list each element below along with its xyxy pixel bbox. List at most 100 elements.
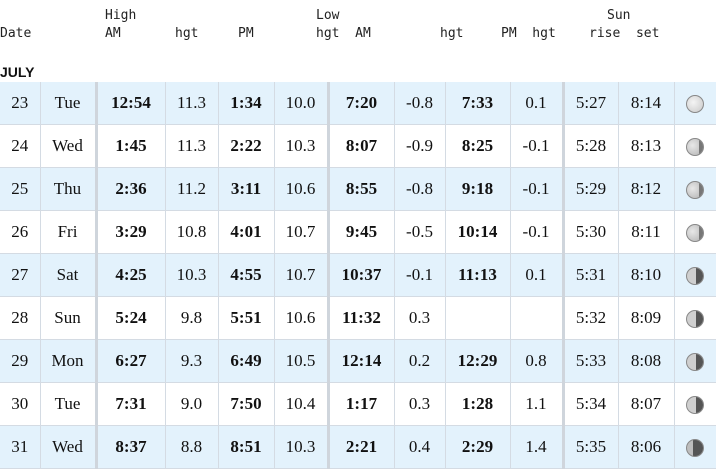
sunrise-cell: 5:35	[563, 425, 619, 469]
low-am-height-cell: -0.8	[394, 82, 446, 125]
low-pm-time-cell: 10:14	[445, 210, 511, 254]
table-row: 24 Wed 1:45 11.3 2:22 10.3 8:07 -0.9 8:25 -0.1 5:2…	[0, 124, 716, 168]
day-cell: Fri	[40, 210, 98, 254]
low-am-height-cell: -0.9	[394, 124, 446, 168]
high-am-height-cell: 10.8	[165, 210, 219, 254]
sunset-cell: 8:08	[618, 339, 675, 383]
low-pm-time-cell: 8:25	[445, 124, 511, 168]
low-am-time-cell: 10:37	[328, 253, 395, 297]
date-cell: 23	[0, 82, 41, 125]
sunrise-cell: 5:30	[563, 210, 619, 254]
moon-phase-cell	[674, 82, 716, 125]
high-pm-time-cell: 5:51	[218, 296, 275, 340]
waning-gibbous-moon-icon	[686, 181, 705, 200]
high-am-height-cell: 11.2	[165, 167, 219, 211]
low-pm-height-cell: -0.1	[510, 167, 565, 211]
date-cell: 27	[0, 253, 41, 297]
sunset-cell: 8:09	[618, 296, 675, 340]
low-pm-time-cell	[445, 296, 511, 340]
low-am-time-cell: 12:14	[328, 339, 395, 383]
sunset-cell: 8:12	[618, 167, 675, 211]
header-hgt-am: hgt AM	[316, 26, 371, 41]
month-label: JULY	[0, 64, 35, 80]
sunset-cell: 8:06	[618, 425, 675, 469]
last-quarter-moon-icon	[686, 267, 705, 286]
moon-phase-cell	[674, 124, 716, 168]
header-date: Date	[0, 26, 32, 41]
waning-crescent-moon-icon	[686, 439, 705, 458]
moon-phase-cell	[674, 167, 716, 211]
header-high: High	[105, 8, 137, 23]
day-cell: Sat	[40, 253, 98, 297]
column-header: Date High AM hgt PM Low hgt AM hgt PM hg…	[0, 0, 716, 60]
low-pm-time-cell: 2:29	[445, 425, 511, 469]
moon-phase-cell	[674, 425, 716, 469]
low-pm-height-cell	[510, 296, 565, 340]
sunrise-cell: 5:34	[563, 382, 619, 426]
tide-table-body: 23 Tue 12:54 11.3 1:34 10.0 7:20 -0.8 7:33 0.1 5:2…	[0, 82, 716, 469]
sunrise-cell: 5:32	[563, 296, 619, 340]
moon-phase-cell	[674, 296, 716, 340]
high-pm-time-cell: 4:55	[218, 253, 275, 297]
high-am-height-cell: 9.3	[165, 339, 219, 383]
high-pm-height-cell: 10.7	[274, 210, 330, 254]
low-am-time-cell: 9:45	[328, 210, 395, 254]
table-row: 27 Sat 4:25 10.3 4:55 10.7 10:37 -0.1 11:13 0.1 5:…	[0, 253, 716, 297]
low-am-height-cell: 0.4	[394, 425, 446, 469]
date-cell: 30	[0, 382, 41, 426]
last-quarter-moon-icon	[686, 310, 705, 329]
day-cell: Wed	[40, 124, 98, 168]
low-pm-height-cell: 1.4	[510, 425, 565, 469]
day-cell: Sun	[40, 296, 98, 340]
day-cell: Mon	[40, 339, 98, 383]
high-pm-height-cell: 10.6	[274, 296, 330, 340]
high-pm-time-cell: 4:01	[218, 210, 275, 254]
low-pm-height-cell: 0.1	[510, 253, 565, 297]
low-am-time-cell: 8:07	[328, 124, 395, 168]
waning-gibbous-moon-icon	[686, 138, 705, 157]
high-pm-time-cell: 6:49	[218, 339, 275, 383]
low-pm-time-cell: 7:33	[445, 82, 511, 125]
high-pm-height-cell: 10.5	[274, 339, 330, 383]
high-am-time-cell: 6:27	[96, 339, 166, 383]
day-cell: Wed	[40, 425, 98, 469]
day-cell: Thu	[40, 167, 98, 211]
header-pm-hgt: PM hgt	[501, 26, 556, 41]
moon-phase-cell	[674, 382, 716, 426]
high-pm-time-cell: 1:34	[218, 82, 275, 125]
low-am-time-cell: 11:32	[328, 296, 395, 340]
low-pm-height-cell: -0.1	[510, 124, 565, 168]
day-cell: Tue	[40, 82, 98, 125]
date-cell: 28	[0, 296, 41, 340]
header-high-pm: PM	[238, 26, 254, 41]
high-pm-height-cell: 10.6	[274, 167, 330, 211]
low-am-height-cell: -0.5	[394, 210, 446, 254]
header-high-am: AM	[105, 26, 121, 41]
sunset-cell: 8:14	[618, 82, 675, 125]
header-hgt: hgt	[440, 26, 464, 41]
high-am-height-cell: 9.0	[165, 382, 219, 426]
low-am-time-cell: 2:21	[328, 425, 395, 469]
table-row: 31 Wed 8:37 8.8 8:51 10.3 2:21 0.4 2:29 1.4 5:35 8:…	[0, 425, 716, 469]
high-am-time-cell: 3:29	[96, 210, 166, 254]
table-row: 29 Mon 6:27 9.3 6:49 10.5 12:14 0.2 12:29 0.8 5:33…	[0, 339, 716, 383]
high-pm-height-cell: 10.0	[274, 82, 330, 125]
table-row: 25 Thu 2:36 11.2 3:11 10.6 8:55 -0.8 9:18 -0.1 5:2…	[0, 167, 716, 211]
high-am-height-cell: 8.8	[165, 425, 219, 469]
date-cell: 29	[0, 339, 41, 383]
high-am-height-cell: 11.3	[165, 82, 219, 125]
high-pm-time-cell: 8:51	[218, 425, 275, 469]
moon-phase-cell	[674, 210, 716, 254]
sunset-cell: 8:10	[618, 253, 675, 297]
header-rise-set: rise set	[589, 26, 660, 41]
sunrise-cell: 5:31	[563, 253, 619, 297]
last-quarter-moon-icon	[686, 396, 705, 415]
high-am-height-cell: 10.3	[165, 253, 219, 297]
low-am-time-cell: 1:17	[328, 382, 395, 426]
low-am-time-cell: 8:55	[328, 167, 395, 211]
high-pm-height-cell: 10.3	[274, 425, 330, 469]
sunrise-cell: 5:33	[563, 339, 619, 383]
date-cell: 25	[0, 167, 41, 211]
high-am-time-cell: 7:31	[96, 382, 166, 426]
high-pm-time-cell: 7:50	[218, 382, 275, 426]
